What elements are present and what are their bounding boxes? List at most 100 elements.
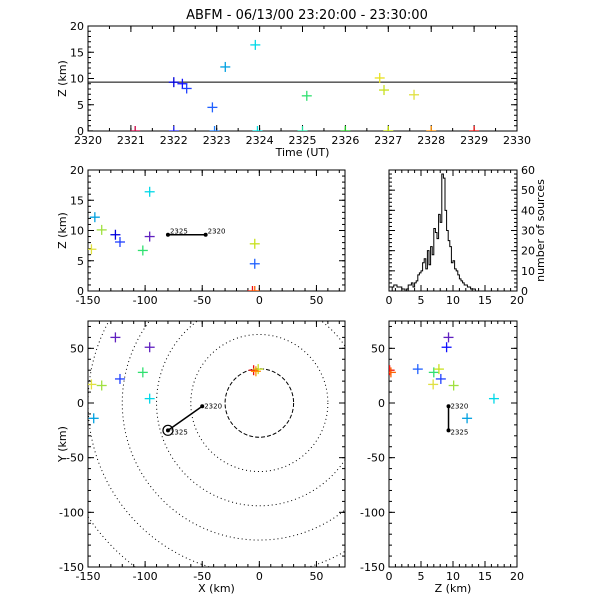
track-line xyxy=(167,405,203,431)
x-axis-label: X (km) xyxy=(198,582,235,595)
y-tick-label: -150 xyxy=(360,561,385,574)
x-tick-label: -50 xyxy=(193,570,211,583)
x-tick-label: 2328 xyxy=(417,134,445,147)
data-point xyxy=(340,126,351,131)
time-height-points xyxy=(88,39,517,131)
y-tick-label: 50 xyxy=(371,342,385,355)
track-label: 2320 xyxy=(208,228,226,236)
data-point xyxy=(89,212,100,223)
histogram-steps xyxy=(389,173,517,292)
data-point xyxy=(96,380,107,391)
x-tick-label: 20 xyxy=(510,570,524,583)
data-point xyxy=(114,373,125,384)
data-point xyxy=(168,77,179,88)
data-point xyxy=(428,379,439,390)
track-end xyxy=(446,404,451,409)
x-tick-label: 0 xyxy=(386,294,393,307)
data-point xyxy=(250,39,261,50)
track-label: 2325 xyxy=(170,428,188,436)
y-tick-label: -50 xyxy=(367,452,385,465)
plot-panels: 2320 2321 2322 2323 2324 2325 2326 2327 2328 2329… xyxy=(56,20,548,595)
x-tick-label: 10 xyxy=(446,294,460,307)
data-point xyxy=(249,286,260,291)
y-axis-label: number of sources xyxy=(534,179,547,282)
data-point xyxy=(443,332,454,343)
x-tick-label: 0 xyxy=(256,570,263,583)
x-tick-label: 2323 xyxy=(203,134,231,147)
y-tick-label: 15 xyxy=(70,46,84,59)
data-point xyxy=(383,126,394,131)
data-point xyxy=(389,365,395,376)
data-point xyxy=(389,367,396,378)
data-point xyxy=(88,413,99,424)
y-tick-label: 10 xyxy=(521,265,535,278)
data-point xyxy=(168,126,179,131)
y-axis-label: Z (km) xyxy=(56,60,69,97)
time-height-panel: 2320 2321 2322 2323 2324 2325 2326 2327 2328 2329… xyxy=(56,20,531,159)
track-label: 2325 xyxy=(170,228,188,236)
data-point xyxy=(181,83,192,94)
x-tick-label: 2330 xyxy=(503,134,531,147)
data-point xyxy=(144,393,155,404)
x-tick-label: -100 xyxy=(133,294,158,307)
x-tick-label: 0 xyxy=(386,570,393,583)
x-tick-label: 2326 xyxy=(331,134,359,147)
track-end xyxy=(203,232,208,237)
y-tick-label: 60 xyxy=(521,164,535,177)
data-point xyxy=(374,72,385,83)
data-point xyxy=(448,380,459,391)
y-tick-label: 50 xyxy=(521,184,535,197)
y-tick-label: 15 xyxy=(70,194,84,207)
x-tick-label: 50 xyxy=(309,570,323,583)
plot-frame xyxy=(87,320,346,568)
range-ring xyxy=(224,368,295,438)
x-tick-label: 2329 xyxy=(460,134,488,147)
y-tick-label: 20 xyxy=(70,20,84,33)
y-tick-label: 10 xyxy=(70,73,84,86)
data-point xyxy=(130,126,141,131)
figure-title: ABFM - 06/13/00 23:20:00 - 23:30:00 xyxy=(186,8,428,23)
y-tick-label: 5 xyxy=(77,99,84,112)
plot-frame xyxy=(87,25,518,132)
data-point xyxy=(144,231,155,242)
data-point xyxy=(144,186,155,197)
x-tick-label: 2324 xyxy=(246,134,274,147)
data-point xyxy=(96,224,107,235)
data-point xyxy=(433,364,444,375)
x-tick-label: 15 xyxy=(478,570,492,583)
y-tick-label: 20 xyxy=(70,164,84,177)
x-tick-label: 10 xyxy=(446,570,460,583)
x-tick-label: -100 xyxy=(133,570,158,583)
y-tick-label: 10 xyxy=(70,225,84,238)
plan-view-panel: -150 -100 -50 0 50 -150 -100 -50 0 50 X (km) Y (km)… xyxy=(56,320,346,595)
track-label: 2320 xyxy=(451,402,469,410)
data-point xyxy=(114,236,125,247)
x-tick-label: 2322 xyxy=(160,134,188,147)
track-end xyxy=(165,428,170,433)
x-tick-label: 5 xyxy=(418,570,425,583)
data-point xyxy=(207,102,218,113)
x-tick-label: 2320 xyxy=(74,134,102,147)
x-height-panel: -150 -100 -50 0 50 0 5 10 15 20 Z (km) 2325 2320 xyxy=(56,164,346,307)
data-point xyxy=(426,126,437,131)
data-point xyxy=(253,364,264,375)
data-point xyxy=(137,367,148,378)
data-point xyxy=(177,78,188,89)
range-ring xyxy=(88,515,137,567)
y-tick-label: -100 xyxy=(360,506,385,519)
x-tick-label: 0 xyxy=(256,294,263,307)
data-point xyxy=(110,229,121,240)
y-tick-label: 50 xyxy=(70,342,84,355)
height-y-points: 2320 2325 xyxy=(389,332,499,436)
y-axis-label: Y (km) xyxy=(56,426,69,463)
data-point xyxy=(441,342,452,353)
data-point xyxy=(379,85,390,96)
data-point xyxy=(409,89,420,100)
x-tick-label: -150 xyxy=(76,570,101,583)
x-tick-label: 2325 xyxy=(289,134,317,147)
plot-frame xyxy=(388,169,518,292)
data-point xyxy=(220,61,231,72)
data-point xyxy=(428,367,439,378)
